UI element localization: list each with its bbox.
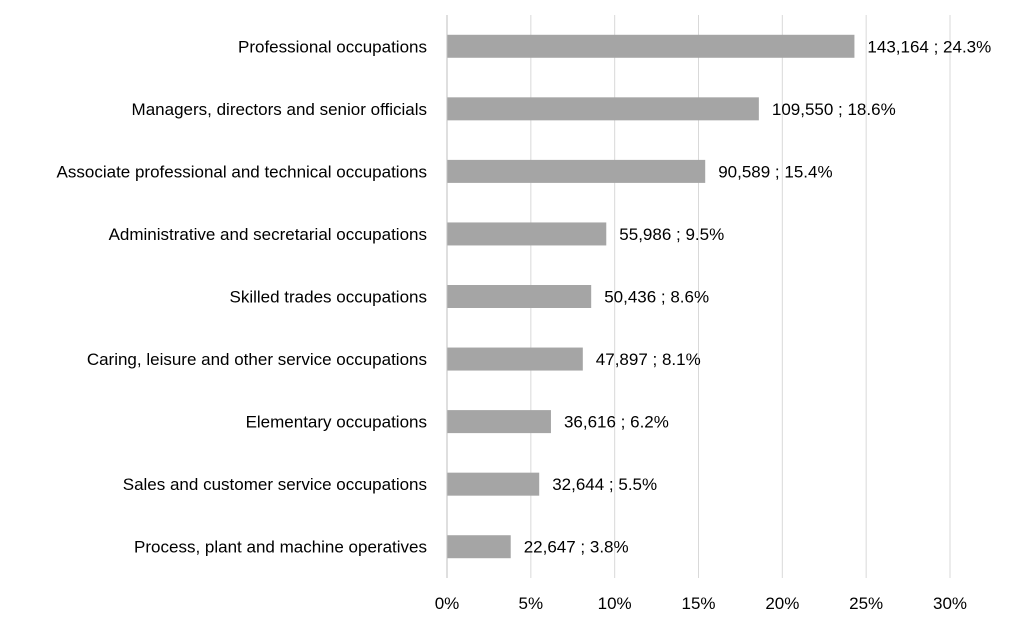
bar [447,159,706,183]
category-label: Process, plant and machine operatives [134,538,427,557]
data-label: 109,550 ; 18.6% [772,100,896,119]
category-label: Caring, leisure and other service occupa… [87,350,427,369]
x-tick-label: 30% [933,594,967,613]
bar [447,222,607,246]
bar [447,285,592,308]
category-label: Sales and customer service occupations [123,475,427,494]
data-label: 22,647 ; 3.8% [524,538,629,557]
bar [447,34,855,58]
category-label: Skilled trades occupations [229,288,427,307]
x-tick-label: 5% [519,594,544,613]
data-label: 55,986 ; 9.5% [619,225,724,244]
category-label: Managers, directors and senior officials [132,100,427,119]
category-label: Professional occupations [238,37,427,56]
data-label: 36,616 ; 6.2% [564,413,669,432]
bar [447,347,583,371]
data-label: 47,897 ; 8.1% [596,350,701,369]
category-label: Elementary occupations [246,413,427,432]
data-label: 32,644 ; 5.5% [552,475,657,494]
x-axis-ticks: 0% 5% 10% 15% 20% 25% 30% [435,594,967,613]
data-labels: 143,164 ; 24.3% 109,550 ; 18.6% 90,589 ; 1… [524,37,992,556]
x-tick-label: 10% [598,594,632,613]
data-label: 90,589 ; 15.4% [718,162,832,181]
x-tick-label: 25% [849,594,883,613]
bar [447,472,540,496]
data-label: 50,436 ; 8.6% [604,288,709,307]
category-label: Administrative and secretarial occupatio… [109,225,427,244]
category-label: Associate professional and technical occ… [57,162,427,181]
category-labels: Professional occupations Managers, direct… [57,37,427,556]
bar [447,410,551,434]
bars [447,34,855,559]
data-label: 143,164 ; 24.3% [867,37,991,56]
x-tick-label: 0% [435,594,460,613]
x-tick-label: 20% [765,594,799,613]
x-tick-label: 15% [681,594,715,613]
bar [447,535,511,559]
bar [447,97,759,121]
